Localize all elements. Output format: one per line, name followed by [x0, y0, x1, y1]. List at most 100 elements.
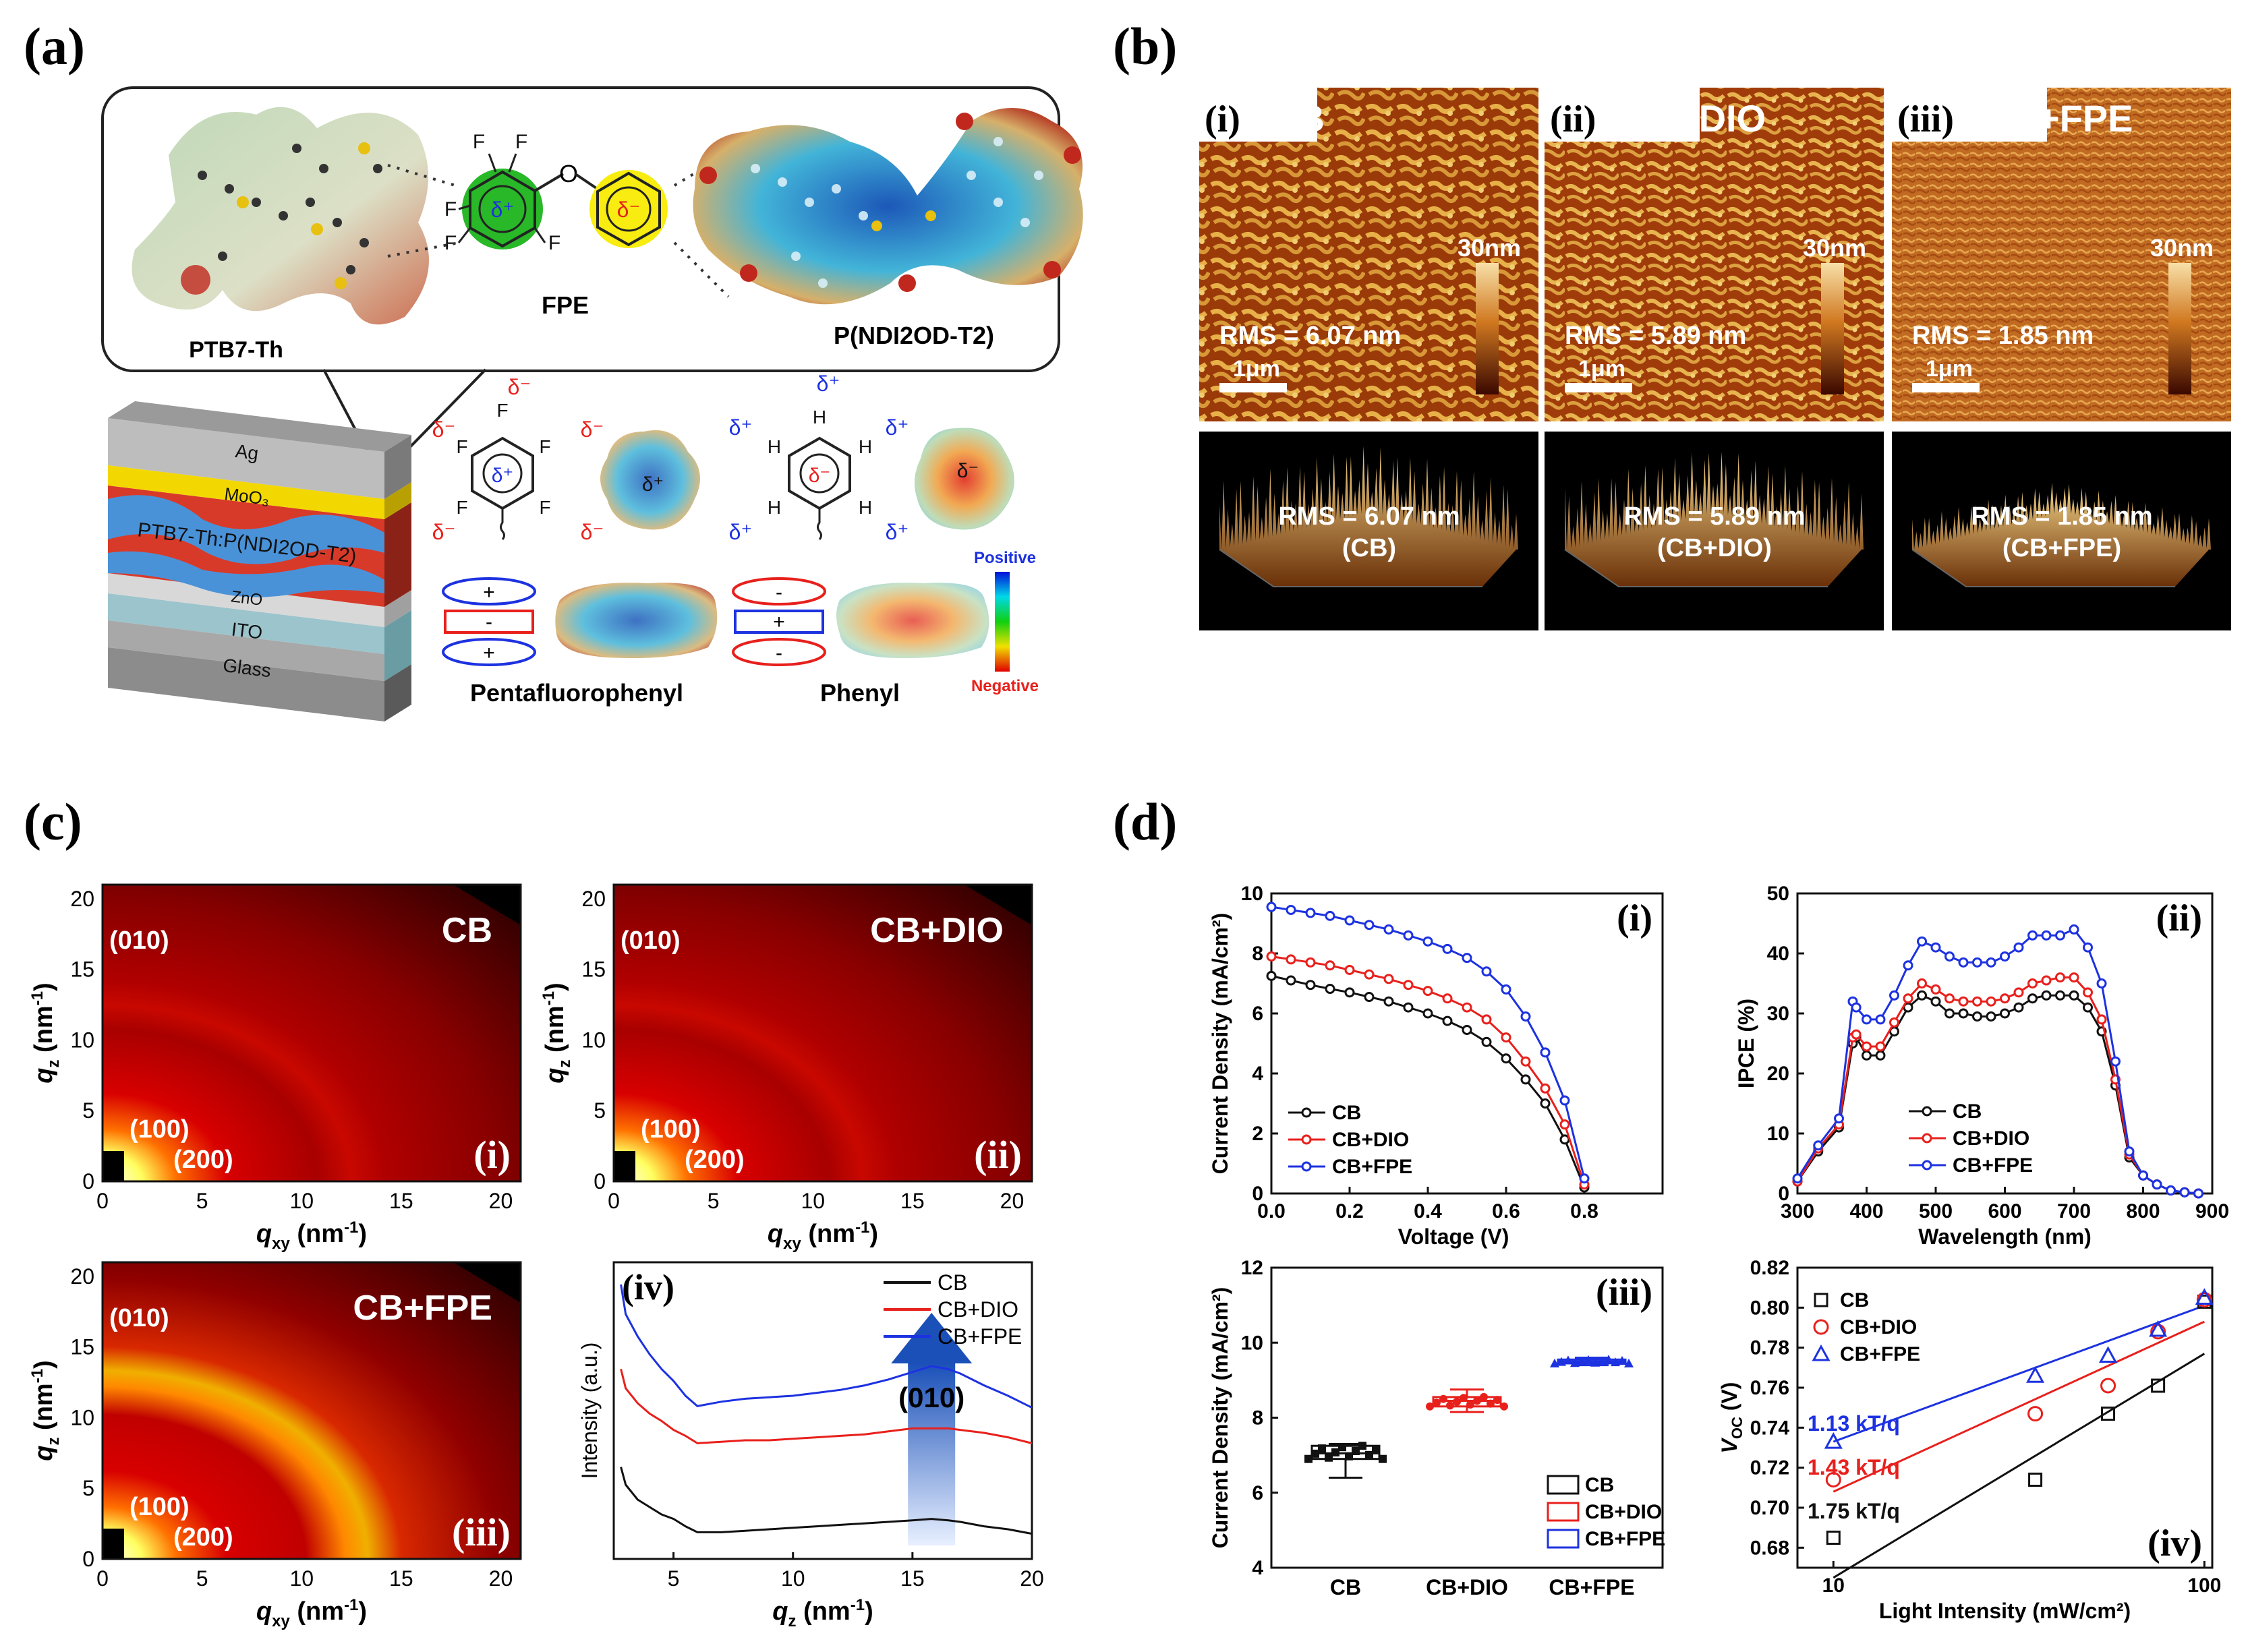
data-point	[1825, 1471, 1841, 1487]
data-point	[2013, 987, 2024, 998]
box-point	[1460, 1394, 1468, 1403]
ytick-label: 0.78	[1750, 1337, 1789, 1359]
afm-height-colorbar	[1821, 263, 1844, 394]
xtick-label: 0.6	[1492, 1200, 1520, 1222]
jv-roman: (i)	[1617, 897, 1652, 939]
giwaxs-xtick: 20	[489, 1566, 513, 1591]
legend-label: CB+DIO	[938, 1297, 1018, 1322]
data-point	[2098, 1346, 2118, 1363]
ph-delta-ll: δ⁺	[729, 520, 753, 544]
ipce-roman: (ii)	[2156, 897, 2202, 939]
giwaxs-map-3: CB+FPE (010) (100)(200) (iii) 00 5 5 10 10 15 15 20…	[28, 1261, 522, 1630]
box-point	[1624, 1358, 1634, 1367]
box-point	[1379, 1454, 1387, 1463]
afm-scalebar	[1219, 383, 1287, 392]
pf-f-ul: F	[456, 436, 467, 457]
ipce-ylabel: IPCE (%)	[1734, 999, 1758, 1088]
afm-3d-surface	[1565, 451, 1864, 587]
layer-ag: Ag	[234, 440, 260, 464]
legend-label: CB	[938, 1270, 967, 1295]
data-point	[2028, 1472, 2043, 1487]
data-point	[1442, 993, 1453, 1004]
box-point	[1563, 1355, 1573, 1365]
data-point	[1501, 1053, 1511, 1064]
phenyl-schematic: δ⁻ H H H H H δ⁺ δ⁺ δ⁺ δ⁺ δ⁺ δ⁻	[729, 372, 1014, 544]
giwaxs-xtick: 0	[608, 1189, 620, 1213]
data-point	[1422, 936, 1433, 947]
panel-d-label: (d)	[1113, 792, 1177, 851]
data-point	[2069, 990, 2079, 1001]
panel-c: (c) CB(010)(100)(200) (i)0055101015152020…	[24, 792, 1044, 1630]
afm-panel-3: (iii) CB+FPE 30nm RMS = 1.85 nm 1μm RMS = 1.8…	[1892, 88, 2231, 630]
panel-a-label: (a)	[24, 17, 85, 76]
data-point	[1944, 951, 1955, 962]
box-point	[1372, 1446, 1380, 1454]
data-point	[1579, 1173, 1590, 1184]
legend-marker	[1301, 1161, 1312, 1172]
peak-arrow-label: (010)	[898, 1382, 964, 1413]
data-point	[1972, 996, 1982, 1007]
data-point	[1344, 964, 1355, 975]
xtick-label: 700	[2057, 1200, 2091, 1222]
data-point	[1851, 1002, 1862, 1013]
data-point	[2000, 1008, 2010, 1019]
legend-swatch	[1547, 1475, 1580, 1495]
giwaxs-xtick: 5	[196, 1566, 208, 1591]
afm-roman: (i)	[1205, 98, 1240, 140]
box-point	[1352, 1447, 1360, 1456]
data-point	[1792, 1173, 1803, 1184]
giwaxs-beamstop	[614, 1151, 635, 1181]
ph-delta-ul: δ⁺	[729, 415, 753, 440]
fpe-f3: F	[444, 198, 457, 220]
data-point	[1501, 1032, 1511, 1043]
pf-f-top: F	[496, 400, 508, 421]
data-point	[1875, 1041, 1886, 1052]
box-point	[1338, 1443, 1346, 1452]
data-point	[1944, 1008, 1955, 1019]
panel-b: (b) (i) CB 30nm RMS = 6.07 nm 1μm RMS = 6.07 …	[1113, 17, 2231, 630]
box-point	[1570, 1358, 1580, 1367]
afm-sample-name: CB+FPE	[1983, 97, 2133, 140]
fpe-molecule: δ⁺ O δ⁻ F F F F F	[444, 131, 668, 254]
data-point	[1559, 1095, 1570, 1106]
ytick-label: 12	[1241, 1257, 1263, 1279]
giwaxs-xtick: 10	[289, 1189, 314, 1213]
data-point	[1958, 1008, 1969, 1019]
giwaxs-corner-mask	[964, 885, 1032, 925]
afm-title-bg	[1545, 88, 1700, 142]
box-category: CB+DIO	[1426, 1575, 1508, 1599]
giwaxs-ytick: 10	[581, 1028, 606, 1052]
fpe-f5: F	[548, 232, 560, 254]
data-point	[1462, 953, 1472, 964]
phenyl-quadrupole: - + -	[732, 577, 989, 666]
data-point	[1540, 1083, 1551, 1094]
data-point	[2193, 1188, 2203, 1199]
fit-line-CB	[1833, 1353, 2206, 1579]
giwaxs-ytick: 5	[594, 1098, 606, 1123]
data-point	[1540, 1047, 1551, 1058]
ytick-label: 0.74	[1750, 1417, 1790, 1439]
box-point	[1611, 1357, 1620, 1367]
giwaxs-frame	[612, 883, 1033, 1183]
legend-label: CB+FPE	[1332, 1156, 1412, 1178]
legend-label: CB+DIO	[1953, 1127, 2029, 1150]
data-point	[1889, 1017, 1899, 1028]
data-point	[1834, 1113, 1844, 1124]
fpe-f1: F	[473, 131, 485, 153]
box-point	[1365, 1450, 1373, 1459]
ytick-label: 20	[1767, 1063, 1789, 1085]
voc-roman: (iv)	[2148, 1523, 2202, 1564]
ph-h-ul: H	[768, 436, 781, 457]
giwaxs-ytick: 5	[82, 1476, 94, 1500]
data-point	[2027, 930, 2038, 941]
ptb7-th-label: PTB7-Th	[189, 337, 283, 363]
data-point	[2069, 972, 2079, 983]
jv-xlabel: Voltage (V)	[1398, 1225, 1509, 1249]
box-point	[1597, 1356, 1607, 1365]
linecut-series-CB+FPE	[620, 1284, 1033, 1409]
data-point	[1875, 1050, 1886, 1061]
data-point	[1903, 960, 1913, 971]
ph-delta-top: δ⁺	[817, 372, 840, 396]
fit-line-CB+FPE	[1833, 1304, 2205, 1443]
esp-colorbar	[995, 572, 1010, 672]
